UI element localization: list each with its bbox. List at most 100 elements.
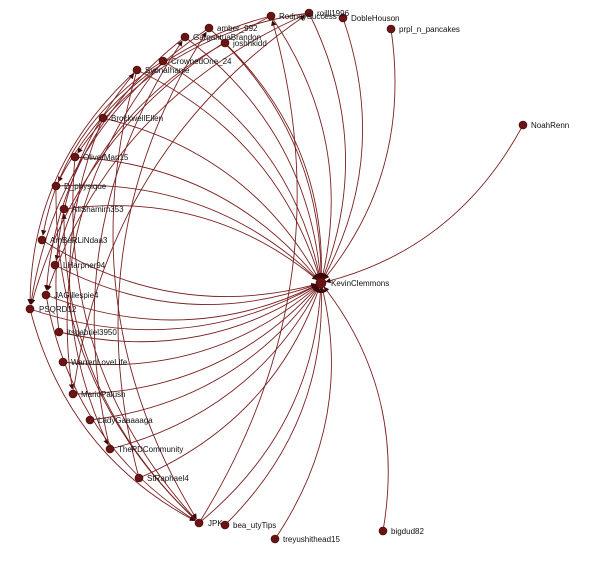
node-StRaphael4[interactable]: StRaphael4 <box>134 473 189 483</box>
node-label: LHarpner94 <box>63 261 106 270</box>
node-dot[interactable] <box>58 357 68 367</box>
node-dot[interactable] <box>158 56 168 66</box>
edge-rojlll1996-to-KevinClemmons <box>308 12 346 279</box>
node-rojlll1996[interactable]: rojlll1996 <box>304 8 350 18</box>
node-dot[interactable] <box>50 260 60 270</box>
node-dot[interactable] <box>386 24 396 34</box>
node-dot[interactable] <box>270 534 280 544</box>
node-label: DobleHouson <box>351 14 399 23</box>
node-label: CrownedOne_24 <box>171 57 232 66</box>
edge-joshhkidd-to-KevinClemmons <box>224 42 325 279</box>
node-RodneySuccess[interactable]: RodneySuccess <box>266 11 337 21</box>
node-treyushithead15[interactable]: treyushithead15 <box>270 534 340 544</box>
node-DobleHouson[interactable]: DobleHouson <box>338 13 399 23</box>
node-label: StRaphael4 <box>147 474 189 483</box>
node-dot[interactable] <box>315 277 327 289</box>
node-prpl_n_pancakes[interactable]: prpl_n_pancakes <box>386 24 460 34</box>
edge-SyonaIhanie-to-PSQRD12 <box>27 69 138 305</box>
node-dot[interactable] <box>134 473 144 483</box>
node-LHarpner94[interactable]: LHarpner94 <box>50 260 106 270</box>
node-label: AliShamim353 <box>72 205 124 214</box>
node-LadyGaaaaaga[interactable]: LadyGaaaaaga <box>85 415 153 425</box>
edge-LHarpner94-to-KevinClemmons <box>54 264 317 305</box>
node-dot[interactable] <box>220 38 230 48</box>
node-itsgabriel3950[interactable]: itsgabriel3950 <box>54 327 117 337</box>
node-label: prpl_n_pancakes <box>399 25 460 34</box>
edge-NoahRenn-to-KevinClemmons <box>325 124 524 284</box>
node-dot[interactable] <box>180 32 190 42</box>
edge-BrockwellEllen-to-KevinClemmons <box>102 117 319 280</box>
node-joshhkidd[interactable]: joshhkidd <box>220 38 267 48</box>
node-dot[interactable] <box>132 65 142 75</box>
edge-joshhkidd-to-LHarpner94 <box>54 42 226 261</box>
nodes-layer: KevinClemmons NoahRenn prpl_n_pancakesDobl… <box>25 8 569 544</box>
node-dot[interactable] <box>25 304 35 314</box>
node-dot[interactable] <box>54 327 64 337</box>
node-dot[interactable] <box>194 518 204 528</box>
node-label: amber_992 <box>217 24 258 33</box>
node-AmBeRLiNdaa3[interactable]: AmBeRLiNdaa3 <box>37 235 108 245</box>
node-OliverMan15[interactable]: OliverMan15 <box>70 152 129 162</box>
node-SyonaIhanie[interactable]: SyonaIhanie <box>132 65 190 75</box>
edge-itsgabriel3950-to-SyonaIhanie <box>55 73 135 333</box>
node-label: PSQRD12 <box>39 305 77 314</box>
node-MarioPalush[interactable]: MarioPalush <box>68 389 125 399</box>
node-label: D_physique <box>64 182 107 191</box>
edge-JPK-to-RodneySuccess <box>198 20 298 524</box>
node-label: WarrenLoveLife <box>71 358 128 367</box>
node-NoahRenn[interactable]: NoahRenn <box>518 120 569 130</box>
node-label: OliverMan15 <box>83 153 129 162</box>
node-WarrenLoveLife[interactable]: WarrenLoveLife <box>58 357 128 367</box>
edge-JAGillespie4-to-KevinClemmons <box>45 284 317 321</box>
node-label: MarioPalush <box>81 390 125 399</box>
node-dot[interactable] <box>68 389 78 399</box>
node-dot[interactable] <box>378 526 388 536</box>
node-dot[interactable] <box>85 415 95 425</box>
node-dot[interactable] <box>105 444 115 454</box>
edge-OliverMan15-to-JPK <box>72 156 196 520</box>
node-label: JPK <box>208 519 223 528</box>
edge-GargantuaBrandon-to-JAGillespie4 <box>44 36 186 291</box>
node-bea_utyTips[interactable]: bea_utyTips <box>220 520 276 530</box>
node-dot[interactable] <box>70 152 80 162</box>
edge-OliverMan15-to-KevinClemmons <box>74 156 319 280</box>
node-dot[interactable] <box>41 290 51 300</box>
edge-LadyGaaaaaga-to-KevinClemmons <box>89 286 319 421</box>
node-dot[interactable] <box>518 120 528 130</box>
node-PSQRD12[interactable]: PSQRD12 <box>25 304 77 314</box>
node-dot[interactable] <box>220 520 230 530</box>
edge-amber_992-to-KevinClemmons <box>208 27 324 279</box>
node-CrownedOne_24[interactable]: CrownedOne_24 <box>158 56 232 66</box>
node-JPK[interactable]: JPK <box>194 518 223 528</box>
edge-JAGillespie4-to-JPK <box>45 294 196 521</box>
node-label: LadyGaaaaaga <box>98 416 153 425</box>
node-dot[interactable] <box>266 11 276 21</box>
node-label: rojlll1996 <box>317 9 350 18</box>
node-JAGillespie4[interactable]: JAGillespie4 <box>41 290 99 300</box>
node-bigdud82[interactable]: bigdud82 <box>378 526 424 536</box>
node-dot[interactable] <box>98 113 108 123</box>
edge-JPK-to-AliShamim353 <box>61 213 200 524</box>
node-ThePDCommunity[interactable]: ThePDCommunity <box>105 444 183 454</box>
node-label: RodneySuccess <box>279 12 337 21</box>
edge-CrownedOne_24-to-AmBeRLiNdaa3 <box>41 60 164 236</box>
node-dot[interactable] <box>37 235 47 245</box>
edge-ThePDCommunity-to-GargantuaBrandon <box>93 40 183 450</box>
edge-JPK-to-KevinClemmons <box>198 287 324 524</box>
node-BrockwellEllen[interactable]: BrockwellEllen <box>98 113 163 123</box>
node-GargantuaBrandon[interactable]: GargantuaBrandon <box>180 32 261 42</box>
node-amber_992[interactable]: amber_992 <box>204 23 258 33</box>
node-KevinClemmons[interactable]: KevinClemmons <box>315 277 389 289</box>
edge-PSQRD12-to-JPK <box>29 308 196 522</box>
node-D_physique[interactable]: D_physique <box>51 181 107 191</box>
node-dot[interactable] <box>338 13 348 23</box>
node-dot[interactable] <box>51 181 61 191</box>
edge-treyushithead15-to-KevinClemmons <box>274 287 332 540</box>
node-dot[interactable] <box>59 204 69 214</box>
node-dot[interactable] <box>204 23 214 33</box>
edge-ThePDCommunity-to-KevinClemmons <box>109 286 319 450</box>
node-dot[interactable] <box>304 8 314 18</box>
node-AliShamim353[interactable]: AliShamim353 <box>59 204 124 214</box>
edge-MarioPalush-to-KevinClemmons <box>72 286 318 395</box>
edge-BrockwellEllen-to-ThePDCommunity <box>69 117 109 445</box>
